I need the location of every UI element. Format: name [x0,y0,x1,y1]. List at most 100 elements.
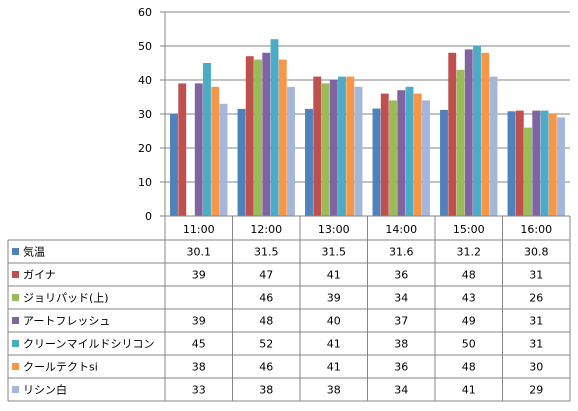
y-tick-label: 50 [138,40,152,53]
bar [389,100,397,216]
category-label: 13:00 [318,223,350,236]
bar [237,108,246,216]
bar [262,52,271,216]
data-label: 39 [327,292,341,305]
bar [321,83,330,217]
data-label: 38 [192,361,206,374]
legend-key [12,317,19,324]
bars [170,39,565,217]
data-label: 46 [259,292,273,305]
bar [270,39,279,217]
bar [540,110,549,216]
bar [372,108,381,216]
bar [170,113,178,216]
bar [203,63,211,216]
series-name: リシン白 [23,383,67,397]
data-label: 29 [529,384,543,397]
bar [313,76,322,216]
data-label: 49 [462,315,476,328]
category-label: 16:00 [520,223,552,236]
data-label: 41 [462,384,476,397]
bar [305,108,313,216]
y-tick-label: 0 [145,210,152,223]
bar [219,103,228,216]
data-label: 39 [192,269,206,282]
data-label: 34 [394,292,408,305]
bar [287,86,295,216]
data-label: 48 [259,315,273,328]
bar [524,127,532,216]
bar [507,111,516,216]
data-label: 31.6 [389,246,414,259]
bar [278,59,287,216]
y-tick-label: 20 [138,142,152,155]
series-name: クリーンマイルドシリコン [23,338,154,351]
bar [532,110,541,216]
category-label: 11:00 [183,223,215,236]
series-name: クールテクトsi [23,361,98,374]
data-label: 30.8 [524,246,549,259]
legend-key [12,271,19,278]
data-label: 34 [394,384,408,397]
data-label: 40 [327,315,341,328]
legend-key [12,340,19,347]
data-label: 50 [462,338,476,351]
series-name: ガイナ [23,269,56,282]
category-label: 12:00 [250,223,282,236]
category-label: 14:00 [385,223,417,236]
data-label: 43 [462,292,476,305]
bar [405,86,414,216]
y-tick-label: 40 [138,74,152,87]
y-tick-label: 60 [138,6,152,19]
legend-key [12,294,19,301]
data-label: 31 [529,269,543,282]
data-label: 36 [394,269,408,282]
bar [346,76,355,216]
legend-key [12,386,19,393]
bar [194,83,203,217]
series-name: 気温 [23,245,45,259]
legend-key [12,363,19,370]
bar [456,69,465,216]
bar [329,80,338,216]
data-label: 33 [192,384,206,397]
data-label: 36 [394,361,408,374]
bar [380,93,389,216]
y-tick-label: 30 [138,108,152,121]
bar [489,76,498,216]
data-label: 30 [529,361,543,374]
data-label: 41 [327,269,341,282]
bar [481,52,490,216]
data-label: 39 [192,315,206,328]
gridlines [165,11,570,183]
bar [178,83,187,217]
data-label: 45 [192,338,206,351]
data-label: 52 [259,338,273,351]
bar [354,86,363,216]
bar [557,117,565,216]
bar [473,46,481,216]
data-label: 46 [259,361,273,374]
bar [397,90,406,216]
bar [448,52,457,216]
bar [515,110,524,216]
data-label: 41 [327,361,341,374]
data-label: 38 [394,338,408,351]
data-label: 48 [462,269,476,282]
data-label: 37 [394,315,408,328]
bar [413,93,422,216]
series-name: アートフレッシュ [23,315,110,328]
data-label: 30.1 [187,246,212,259]
bar [422,100,430,216]
data-label: 31.5 [322,246,347,259]
data-label: 48 [462,361,476,374]
bar [440,109,448,216]
bar [245,56,254,217]
data-label: 41 [327,338,341,351]
data-label: 31.5 [254,246,279,259]
data-label: 26 [529,292,543,305]
bar [464,49,473,217]
bar [211,86,220,216]
legend-key [12,248,19,255]
